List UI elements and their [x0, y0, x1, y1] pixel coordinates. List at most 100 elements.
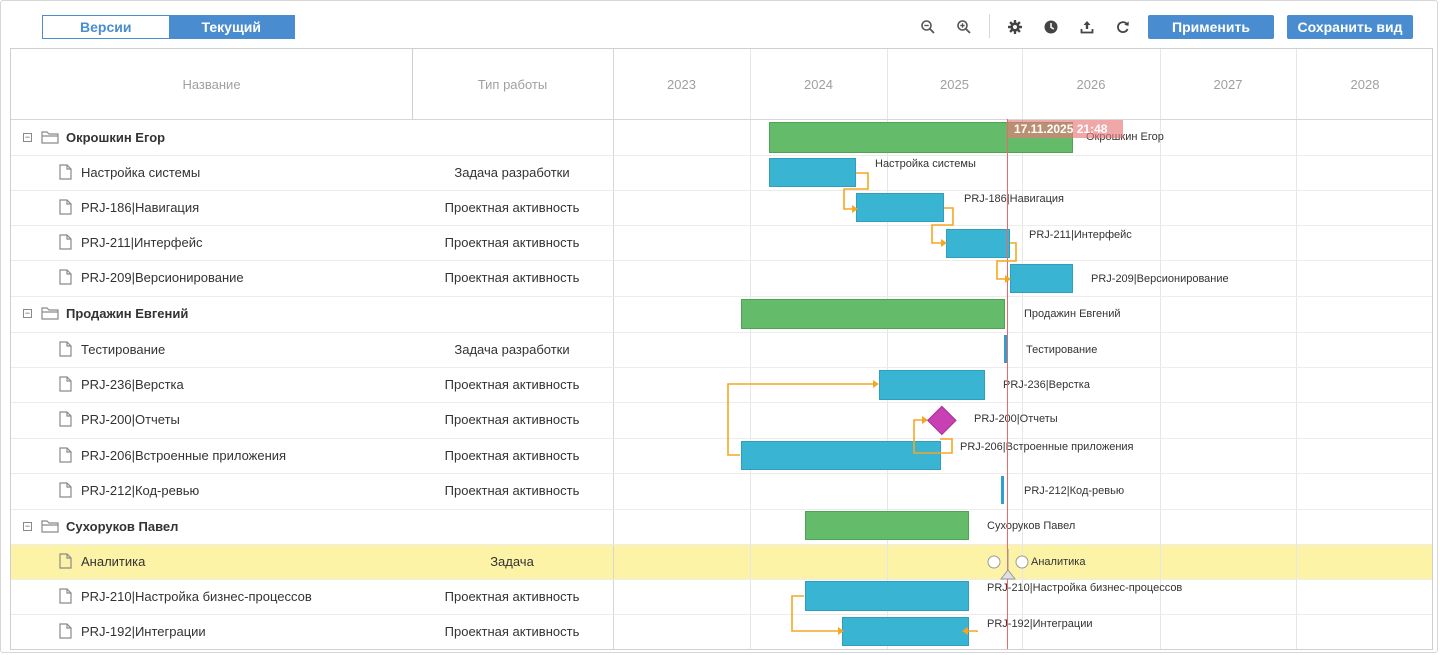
- task-bar[interactable]: [946, 229, 1010, 258]
- row-divider: [11, 579, 1432, 580]
- apply-button[interactable]: Применить: [1148, 15, 1274, 39]
- save-view-button[interactable]: Сохранить вид: [1287, 15, 1413, 39]
- task-row-name[interactable]: PRJ-186|Навигация: [81, 200, 200, 215]
- row-divider: [11, 544, 1432, 545]
- bar-label: PRJ-206|Встроенные приложения: [960, 441, 1134, 453]
- row-divider: [11, 614, 1432, 615]
- dependency-link: [727, 383, 874, 456]
- group-row-name[interactable]: Сухоруков Павел: [66, 519, 179, 534]
- grid-timeline-divider[interactable]: [613, 49, 614, 649]
- task-row-name[interactable]: PRJ-206|Встроенные приложения: [81, 448, 287, 463]
- task-bar[interactable]: [769, 158, 856, 187]
- export-icon[interactable]: [1077, 17, 1097, 37]
- task-row-name[interactable]: Настройка системы: [81, 165, 201, 180]
- view-mode-switch: Версии Текущий: [42, 15, 295, 39]
- bar-label: Аналитика: [1031, 556, 1086, 568]
- year-gridline: [750, 49, 751, 649]
- task-row-name[interactable]: PRJ-200|Отчеты: [81, 412, 180, 427]
- task-row-name[interactable]: PRJ-192|Интеграции: [81, 624, 206, 639]
- header-divider: [11, 119, 1432, 120]
- collapse-toggle[interactable]: −: [23, 308, 32, 318]
- link-handle-start: [987, 555, 1001, 569]
- zoom-in-icon[interactable]: [954, 17, 974, 37]
- work-type-cell[interactable]: Задача разработки: [454, 342, 570, 357]
- work-type-cell[interactable]: Проектная активность: [444, 589, 580, 604]
- work-type-cell[interactable]: Проектная активность: [444, 483, 580, 498]
- document-icon: [59, 199, 72, 215]
- row-divider: [11, 402, 1432, 403]
- gantt-grid: Название Тип работы 2023 2024 2025 2026 …: [10, 48, 1433, 650]
- dependency-link: [996, 242, 1017, 280]
- task-row-name[interactable]: PRJ-210|Настройка бизнес-процессов: [81, 589, 312, 604]
- row-divider: [11, 296, 1432, 297]
- bar-label: Продажин Евгений: [1024, 308, 1121, 320]
- link-handle-end: [1015, 555, 1029, 569]
- column-header-name[interactable]: Название: [182, 76, 241, 92]
- document-icon: [59, 553, 72, 569]
- dependency-link: [913, 419, 953, 454]
- task-row-name[interactable]: PRJ-236|Верстка: [81, 377, 184, 392]
- row-divider: [11, 438, 1432, 439]
- group-summary-bar[interactable]: [741, 299, 1005, 329]
- task-bar[interactable]: [805, 581, 969, 611]
- task-bar[interactable]: [856, 193, 944, 222]
- row-divider: [11, 225, 1432, 226]
- timeline-year-2024: 2024: [804, 76, 833, 92]
- gear-icon[interactable]: [1005, 17, 1025, 37]
- collapse-toggle[interactable]: −: [23, 521, 32, 531]
- bar-label: PRJ-211|Интерфейс: [1029, 229, 1132, 241]
- year-gridline: [887, 49, 888, 649]
- versions-tab[interactable]: Версии: [43, 16, 169, 38]
- column-divider[interactable]: [412, 49, 413, 119]
- work-type-cell[interactable]: Проектная активность: [444, 377, 580, 392]
- zoom-out-icon[interactable]: [918, 17, 938, 37]
- timeline-year-2027: 2027: [1213, 76, 1243, 92]
- work-type-cell[interactable]: Проектная активность: [444, 624, 580, 639]
- work-type-cell[interactable]: Проектная активность: [444, 270, 580, 285]
- task-row-name[interactable]: Аналитика: [81, 554, 146, 569]
- work-type-cell[interactable]: Задача разработки: [454, 165, 570, 180]
- task-bar[interactable]: [1001, 476, 1004, 504]
- row-divider: [11, 332, 1432, 333]
- task-row-name[interactable]: PRJ-212|Код-ревью: [81, 483, 200, 498]
- task-bar[interactable]: [879, 370, 985, 400]
- task-bar[interactable]: [1004, 335, 1007, 363]
- row-divider: [11, 367, 1432, 368]
- clock-icon[interactable]: [1041, 17, 1061, 37]
- task-row-name[interactable]: Тестирование: [81, 342, 166, 357]
- task-bar[interactable]: [842, 617, 969, 646]
- toolbar-divider: [989, 14, 990, 38]
- bar-label: PRJ-236|Верстка: [1003, 379, 1090, 391]
- column-header-work-type[interactable]: Тип работы: [477, 76, 548, 92]
- document-icon: [59, 234, 72, 250]
- bar-label: PRJ-212|Код-ревью: [1024, 485, 1125, 497]
- work-type-cell[interactable]: Проектная активность: [444, 235, 580, 250]
- today-marker-label: 17.11.2025 21:48: [1008, 120, 1123, 138]
- dependency-link: [843, 172, 869, 210]
- bar-label: PRJ-186|Навигация: [964, 193, 1064, 205]
- folder-icon: [41, 306, 59, 320]
- document-icon: [59, 376, 72, 392]
- today-marker-line: [1007, 119, 1008, 649]
- task-row-name[interactable]: PRJ-211|Интерфейс: [81, 235, 203, 250]
- work-type-cell[interactable]: Проектная активность: [444, 448, 580, 463]
- group-summary-bar[interactable]: [805, 511, 969, 540]
- work-type-cell[interactable]: Задача: [490, 554, 534, 569]
- row-divider: [11, 509, 1432, 510]
- timeline-year-2026: 2026: [1076, 76, 1106, 92]
- refresh-icon[interactable]: [1113, 17, 1133, 37]
- progress-drag-handle: [999, 549, 1017, 580]
- task-bar[interactable]: [1010, 264, 1073, 293]
- task-row-name[interactable]: PRJ-209|Версионирование: [81, 270, 244, 285]
- work-type-cell[interactable]: Проектная активность: [444, 200, 580, 215]
- group-row-name[interactable]: Продажин Евгений: [66, 306, 189, 321]
- document-icon: [59, 447, 72, 463]
- document-icon: [59, 623, 72, 639]
- task-bar[interactable]: [741, 441, 941, 470]
- work-type-cell[interactable]: Проектная активность: [444, 412, 580, 427]
- bar-label: PRJ-209|Версионирование: [1091, 273, 1229, 285]
- current-tab[interactable]: Текущий: [168, 16, 294, 38]
- document-icon: [59, 164, 72, 180]
- group-row-name[interactable]: Окрошкин Егор: [66, 130, 166, 145]
- collapse-toggle[interactable]: −: [23, 132, 32, 142]
